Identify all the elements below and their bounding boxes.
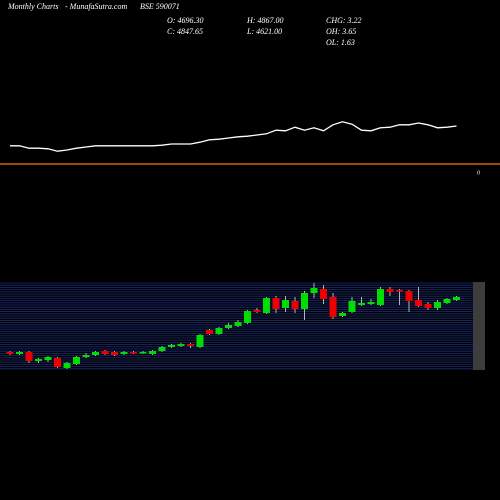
candle-body xyxy=(244,311,251,323)
candle-body xyxy=(405,291,413,301)
candle-body xyxy=(82,355,90,357)
candle-body xyxy=(16,352,23,354)
candle-body xyxy=(301,293,308,309)
candle-body xyxy=(434,302,441,308)
candle-body xyxy=(367,302,375,304)
candle-body xyxy=(6,352,14,354)
candle-body xyxy=(158,347,166,351)
marker: 0 xyxy=(477,170,480,176)
low: L: 4621.00 xyxy=(246,27,282,36)
candle-body xyxy=(291,301,299,309)
candle-body xyxy=(339,313,346,316)
candle-body xyxy=(272,298,280,309)
high: H: 4867.00 xyxy=(246,16,283,25)
close: C: 4847.65 xyxy=(167,27,203,36)
candle-body xyxy=(73,357,80,364)
candle-body xyxy=(187,344,194,346)
candle-body xyxy=(424,304,432,308)
chg: CHG: 3.22 xyxy=(326,16,362,25)
candle-body xyxy=(253,310,261,312)
candle-body xyxy=(320,289,327,299)
source: - MunafaSutra.com xyxy=(65,2,127,11)
candle-body xyxy=(215,328,223,334)
open: O: 4696.30 xyxy=(167,16,203,25)
candle-body xyxy=(139,352,147,354)
oh: OH: 3.65 xyxy=(326,27,356,36)
candle-body xyxy=(234,322,242,326)
candle-body xyxy=(396,290,403,292)
candle-body xyxy=(130,352,137,354)
candle-body xyxy=(386,289,394,292)
candle-body xyxy=(92,352,99,355)
candle-body xyxy=(358,303,365,305)
candle-body xyxy=(263,298,270,313)
candle-body xyxy=(453,297,460,300)
candle-body xyxy=(63,363,71,368)
symbol: BSE 590071 xyxy=(140,2,180,11)
candle-body xyxy=(35,359,42,361)
candle-body xyxy=(310,288,318,293)
grid-background xyxy=(0,282,473,370)
candle-body xyxy=(348,301,356,312)
candle-body xyxy=(377,289,384,305)
candle-body xyxy=(329,297,337,317)
candle-body xyxy=(120,352,128,354)
candle-body xyxy=(54,358,61,367)
candle-body xyxy=(415,300,422,306)
candle-body xyxy=(196,335,204,347)
candle-body xyxy=(101,351,109,354)
candle-body xyxy=(443,299,451,303)
candle-body xyxy=(206,330,213,334)
site: Monthly Charts xyxy=(7,2,58,11)
candle-body xyxy=(25,352,33,361)
ol: OL: 1.63 xyxy=(326,38,355,47)
candle-body xyxy=(168,345,175,347)
candle-body xyxy=(177,344,185,346)
candle-body xyxy=(111,352,118,355)
candle-body xyxy=(225,325,232,328)
candle-body xyxy=(149,351,156,354)
indicator-line xyxy=(10,121,457,152)
candle-body xyxy=(44,357,52,360)
price-labels xyxy=(473,282,485,370)
candle-body xyxy=(282,300,289,308)
